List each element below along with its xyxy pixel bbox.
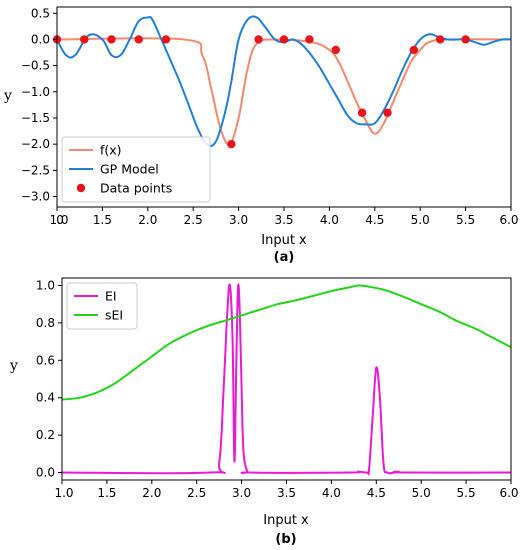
chart-a-x-tick-label: 2.5 — [184, 213, 203, 227]
chart-b-x-tick-label: 6.0 — [499, 486, 518, 500]
chart-a-x-tick-label: 4.0 — [320, 213, 339, 227]
chart-a-y-tick-label: −1.5 — [21, 111, 50, 125]
chart-a-legend-label-f-x: f(x) — [100, 143, 122, 158]
chart-a-series-data-points-point — [161, 35, 171, 44]
chart-b-y-tick-label: 0.8 — [36, 316, 55, 330]
chart-a-series-data-points-point — [305, 35, 314, 44]
chart-a-series-data-points-point — [331, 45, 340, 55]
chart-b-plot-area: 1.0 1.5 2.0 2.5 3.0 3.5 4.0 4.5 5.0 5.5 6.0 0.0 0.2 0… — [36, 277, 519, 500]
chart-b-legend-label-sei: sEI — [105, 308, 123, 323]
chart-a-y-tick-label: −3.0 — [21, 190, 50, 204]
chart-b-x-tick-label: 3.0 — [232, 486, 251, 500]
chart-b-y-tick-label: 0.6 — [36, 353, 55, 367]
chart-b-x-tick-label: 4.5 — [367, 486, 386, 500]
chart-b-series-ei-line — [62, 283, 511, 476]
chart-a-series-data-points-point — [279, 35, 289, 44]
chart-a-legend-marker-data-points — [76, 183, 86, 193]
chart-a-x-tick-label: 2.0 — [138, 213, 157, 227]
chart-a-series-data-points-point — [409, 45, 419, 55]
chart-b-legend: EI sEI — [66, 282, 138, 330]
chart-a-x-tick-label: 4.5 — [365, 213, 384, 227]
chart-a-y-tick-label: −2.5 — [21, 163, 50, 177]
chart-a-x-tick-label: 3.5 — [274, 213, 293, 227]
chart-a-plot-area: 1.0 1.5 2.0 2.5 3.0 3.5 4.0 4.5 5.0 5.5 6.0 0.5 0.0 −… — [21, 6, 519, 227]
chart-b-y-tick-label: 1.0 — [36, 278, 55, 292]
chart-a-series-data-points-point — [134, 35, 143, 44]
chart-a-y-tick-label: 0.0 — [31, 32, 50, 46]
chart-a-series-f-x-line — [57, 37, 511, 146]
chart-b-x-tick-label: 1.5 — [97, 486, 116, 500]
chart-b-x-axis-label: Input x — [263, 513, 309, 528]
chart-b-x-tick-label: 5.5 — [457, 486, 476, 500]
chart-a-series-data-points-point — [107, 35, 116, 44]
chart-a-legend: f(x) GP Model Data points — [61, 136, 211, 203]
chart-a-y-tick-label: 0.5 — [31, 6, 50, 20]
chart-a-series-data-points-point — [227, 139, 236, 149]
chart-a-y-tick-label: −1.0 — [21, 85, 50, 99]
chart-b-legend-box — [66, 282, 138, 330]
chart-a-series-data-points-point — [435, 35, 445, 44]
chart-a-caption: (a) — [274, 250, 295, 265]
chart-b-x-tick-label: 1.0 — [54, 486, 73, 500]
chart-a-y-axis-label: y — [3, 88, 12, 104]
chart-a-x-tick-label: 6.0 — [499, 213, 518, 227]
chart-a-series-data-points-point — [80, 35, 89, 44]
chart-a-x-tick-label: 1.5 — [93, 213, 112, 227]
chart-b-series-sei-line — [62, 284, 511, 401]
chart-a-x-tick-label: 1.0 — [49, 213, 68, 227]
chart-a: 1.0 1.5 2.0 2.5 3.0 3.5 4.0 4.5 5.0 5.5 6.0 0.5 0.0 −… — [3, 6, 519, 265]
chart-b-y-tick-label: 0.4 — [36, 391, 55, 405]
chart-b-legend-label-ei: EI — [105, 289, 117, 304]
chart-a-series-data-points-point — [357, 108, 367, 117]
chart-b-x-tick-label: 2.0 — [142, 486, 161, 500]
chart-b: 1.0 1.5 2.0 2.5 3.0 3.5 4.0 4.5 5.0 5.5 6.0 0.0 0.2 0… — [9, 277, 519, 547]
chart-a-legend-box — [61, 136, 211, 203]
chart-a-legend-label-data-points: Data points — [100, 181, 172, 196]
chart-a-series-data-points-point — [383, 108, 392, 117]
chart-a-series-data-points-point — [461, 35, 470, 44]
chart-b-x-tick-label: 2.5 — [187, 486, 206, 500]
chart-a-x-axis-label: Input x — [261, 233, 307, 248]
chart-b-x-tick-label: 5.0 — [412, 486, 431, 500]
chart-b-caption: (b) — [275, 532, 296, 547]
chart-a-y-tick-label: −0.5 — [21, 59, 50, 73]
chart-b-x-tick-label: 3.5 — [277, 486, 296, 500]
chart-b-x-tick-label: 4.0 — [322, 486, 341, 500]
chart-a-x-tick-extra: 0 — [56, 213, 64, 227]
chart-a-x-tick-label: 5.5 — [456, 213, 475, 227]
chart-a-x-tick-label: 3.0 — [229, 213, 248, 227]
chart-b-y-axis-label: y — [9, 358, 18, 374]
chart-a-legend-label-gp-model: GP Model — [100, 162, 159, 177]
chart-b-y-tick-label: 0.0 — [36, 466, 55, 480]
chart-a-x-tick-label: 5.0 — [411, 213, 430, 227]
chart-a-series-data-points-point — [254, 35, 263, 44]
chart-a-y-tick-label: −2.0 — [21, 137, 50, 151]
chart-b-y-tick-label: 0.2 — [36, 428, 55, 442]
